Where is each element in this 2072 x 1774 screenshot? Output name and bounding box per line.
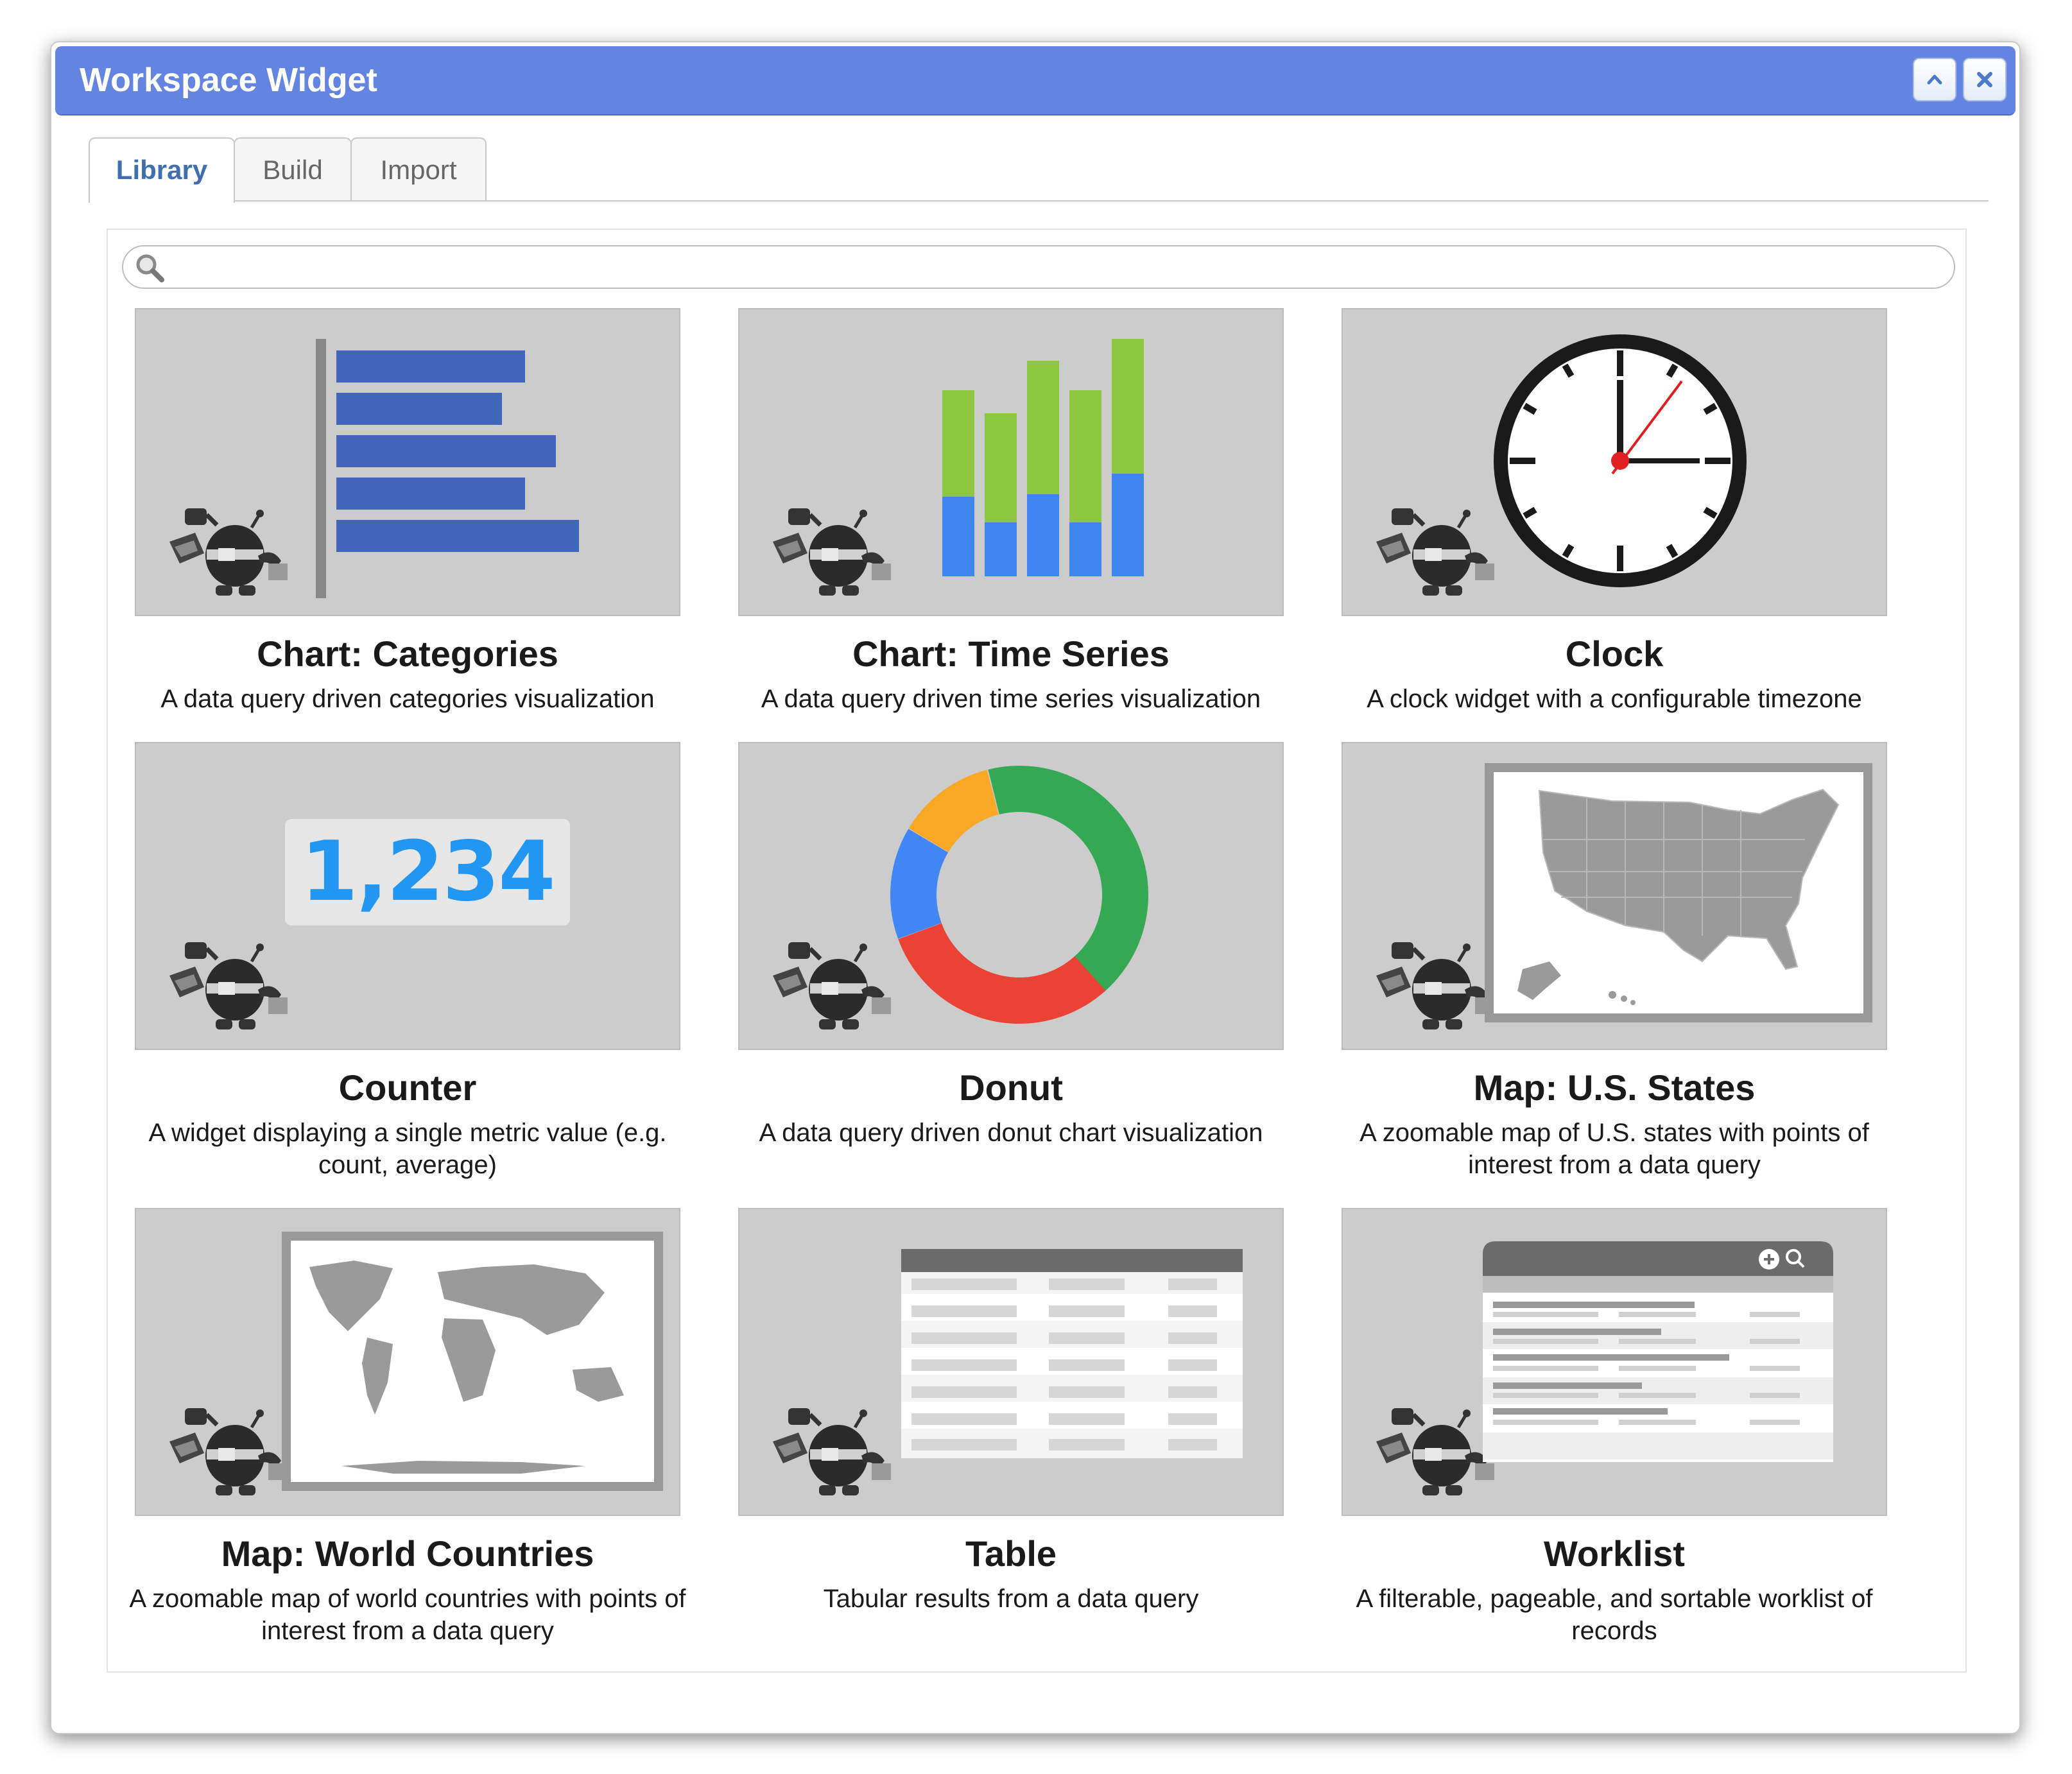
- widget-title: Chart: Time Series: [852, 633, 1170, 674]
- stacked-column-chart-icon: [773, 339, 1144, 596]
- clock-face-icon: [1376, 334, 1747, 596]
- robot-mascot-icon: [773, 508, 891, 596]
- widget-title: Map: World Countries: [221, 1533, 594, 1574]
- widget-description: A zoomable map of U.S. states with point…: [1360, 1119, 1869, 1179]
- widget-description: A data query driven time series visualiz…: [761, 685, 1261, 713]
- widget-title: Counter: [338, 1067, 477, 1108]
- close-button[interactable]: [1963, 58, 2007, 101]
- workspace-widget-dialog: Workspace Widget Library Build Import: [50, 41, 2021, 1734]
- us-map-icon: [1376, 763, 1872, 1029]
- map-us-states-thumbnail: [1342, 742, 1887, 1050]
- tab-build[interactable]: Build: [234, 137, 352, 200]
- search-icon: [132, 250, 168, 286]
- search-input[interactable]: [175, 250, 1935, 285]
- chart-time-series-thumbnail: [738, 308, 1284, 616]
- tab-library[interactable]: Library: [89, 137, 235, 203]
- widget-description: A clock widget with a configurable timez…: [1367, 685, 1862, 713]
- chart-categories-thumbnail: [135, 308, 680, 616]
- widget-description: A data query driven donut chart visualiz…: [759, 1119, 1263, 1147]
- library-panel: Chart: Categories A data query driven ca…: [107, 228, 1967, 1673]
- robot-mascot-icon: [169, 942, 288, 1029]
- table-thumbnail: [738, 1208, 1284, 1516]
- widget-title: Worklist: [1544, 1533, 1685, 1574]
- map-world-countries-thumbnail: [135, 1208, 680, 1516]
- robot-mascot-icon: [1376, 1408, 1494, 1495]
- robot-mascot-holder: [169, 942, 288, 1029]
- search-field[interactable]: [122, 245, 1955, 289]
- widget-title: Table: [965, 1533, 1057, 1574]
- robot-mascot-icon: [773, 1408, 891, 1495]
- close-icon: [1973, 64, 1996, 98]
- robot-mascot-icon: [1376, 942, 1494, 1029]
- widget-description: A widget displaying a single metric valu…: [148, 1119, 667, 1179]
- dialog-titlebar[interactable]: Workspace Widget: [55, 46, 2016, 116]
- widget-description: Tabular results from a data query: [823, 1585, 1199, 1613]
- widget-title: Map: U.S. States: [1473, 1067, 1756, 1108]
- chevron-up-icon: [1923, 64, 1946, 98]
- counter-thumbnail: 1,234: [135, 742, 680, 1050]
- widget-description: A data query driven categories visualiza…: [160, 685, 655, 713]
- widget-title: Chart: Categories: [257, 633, 558, 674]
- world-map-icon: [169, 1232, 663, 1495]
- widget-description: A zoomable map of world countries with p…: [129, 1585, 686, 1645]
- widget-title: Clock: [1565, 633, 1664, 674]
- table-grid-icon: [773, 1249, 1243, 1495]
- widget-description: A filterable, pageable, and sortable wor…: [1356, 1585, 1873, 1645]
- donut-chart-icon: [773, 766, 1148, 1029]
- robot-mascot-icon: [169, 508, 288, 596]
- tab-bar: Library Build Import: [89, 137, 1989, 203]
- counter-value: 1,234: [285, 819, 570, 926]
- worklist-thumbnail: [1342, 1208, 1887, 1516]
- robot-mascot-icon: [1376, 508, 1494, 596]
- clock-thumbnail: [1342, 308, 1887, 616]
- horizontal-bar-chart-icon: [169, 339, 579, 598]
- worklist-panel-icon: [1376, 1241, 1833, 1495]
- tab-import[interactable]: Import: [350, 137, 487, 200]
- dialog-title: Workspace Widget: [80, 62, 377, 99]
- widget-title: Donut: [959, 1067, 1063, 1108]
- robot-mascot-icon: [169, 1408, 288, 1495]
- robot-mascot-icon: [773, 942, 891, 1029]
- donut-thumbnail: [738, 742, 1284, 1050]
- collapse-button[interactable]: [1913, 58, 1956, 101]
